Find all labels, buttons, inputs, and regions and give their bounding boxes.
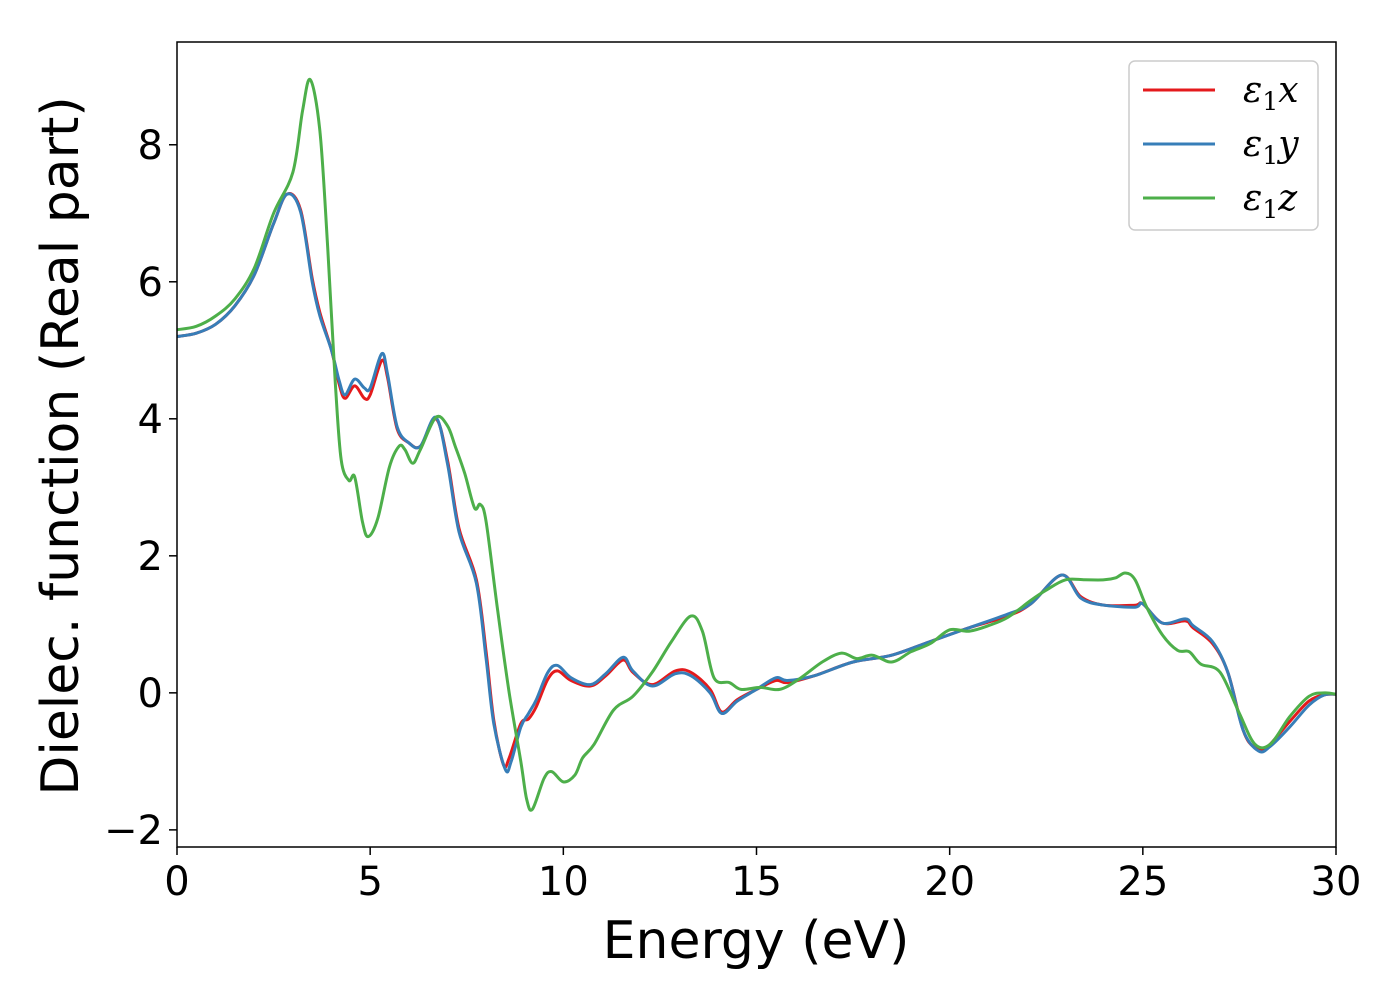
y-axis-label: Dielec. function (Real part)	[31, 96, 91, 795]
y-tick-label: 2	[138, 534, 163, 580]
x-tick-label: 5	[357, 859, 382, 905]
y-tick-label: 6	[138, 260, 163, 306]
x-tick-label: 0	[164, 859, 189, 905]
y-tick-label: −2	[104, 808, 163, 854]
legend-label-y: ε1y	[1243, 124, 1299, 170]
legend: ε1x ε1y ε1z	[1128, 60, 1319, 231]
series-line-z	[176, 77, 1337, 812]
series-layer	[176, 77, 1337, 812]
legend-items: ε1x ε1y ε1z	[1143, 70, 1299, 224]
x-tick-label: 25	[1117, 859, 1168, 905]
legend-label-x: ε1x	[1243, 70, 1299, 116]
x-axis-label: Energy (eV)	[603, 911, 910, 971]
series-line-y	[176, 192, 1337, 774]
x-tick-label: 15	[731, 859, 782, 905]
y-tick-label: 8	[138, 123, 163, 169]
y-tick-label: 0	[138, 671, 163, 717]
x-tick-label: 20	[924, 859, 975, 905]
y-tick-label: 4	[138, 397, 163, 443]
x-tick-label: 10	[538, 859, 589, 905]
x-tick-label: 30	[1311, 859, 1362, 905]
legend-label-z: ε1z	[1243, 178, 1298, 224]
legend-box	[1128, 60, 1319, 231]
